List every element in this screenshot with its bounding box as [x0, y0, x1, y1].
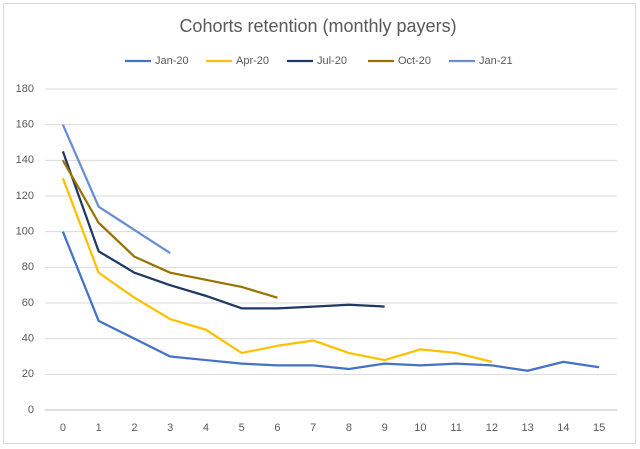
y-tick-label: 20 — [22, 368, 34, 380]
series-line — [61, 159, 278, 299]
y-tick-label: 80 — [22, 261, 34, 273]
x-tick-label: 15 — [593, 422, 605, 434]
x-tick-label: 10 — [414, 422, 426, 434]
x-tick-label: 9 — [382, 422, 388, 434]
legend-label: Apr-20 — [236, 55, 269, 67]
y-tick-label: 120 — [16, 190, 34, 202]
y-tick-label: 100 — [16, 226, 34, 238]
x-tick-label: 7 — [310, 422, 316, 434]
x-tick-label: 5 — [239, 422, 245, 434]
x-tick-label: 12 — [486, 422, 498, 434]
x-tick-label: 1 — [96, 422, 102, 434]
series-line — [61, 124, 171, 255]
x-tick-label: 8 — [346, 422, 352, 434]
series-line — [61, 177, 493, 363]
x-tick-label: 11 — [450, 422, 461, 434]
x-tick-label: 2 — [131, 422, 137, 434]
y-tick-label: 60 — [22, 297, 34, 309]
y-tick-label: 180 — [16, 83, 34, 95]
legend-label: Jan-20 — [155, 55, 189, 67]
legend-label: Oct-20 — [398, 55, 431, 67]
x-tick-label: 0 — [60, 422, 66, 434]
legend-label: Jan-21 — [479, 55, 513, 67]
x-tick-label: 4 — [203, 422, 209, 434]
x-tick-label: 3 — [167, 422, 173, 434]
series-line — [61, 231, 600, 372]
y-tick-label: 0 — [28, 404, 34, 416]
y-tick-label: 40 — [22, 333, 34, 345]
chart-title: Cohorts retention (monthly payers) — [179, 16, 456, 36]
y-tick-label: 160 — [16, 119, 34, 131]
series-line — [61, 151, 385, 310]
legend-label: Jul-20 — [317, 55, 347, 67]
y-tick-label: 140 — [16, 154, 34, 166]
x-tick-label: 13 — [522, 422, 534, 434]
x-tick-label: 6 — [274, 422, 280, 434]
x-tick-label: 14 — [557, 422, 569, 434]
